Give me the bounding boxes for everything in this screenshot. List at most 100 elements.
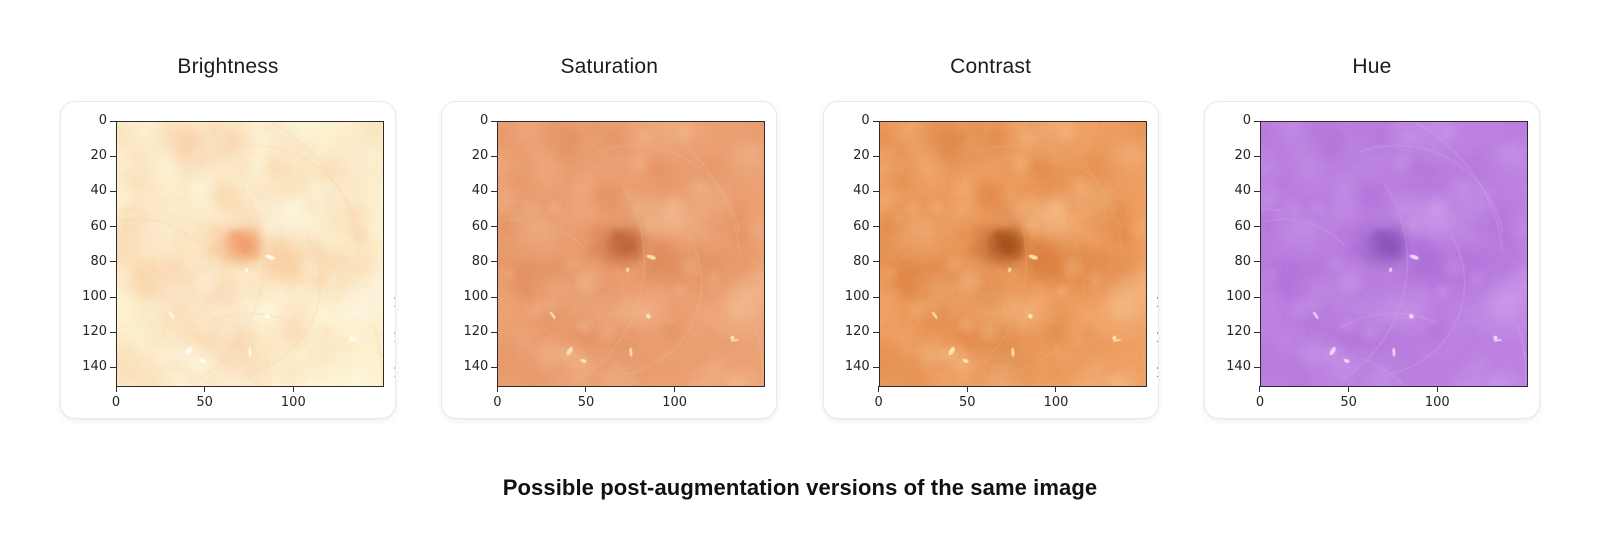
y-tick-mark — [1253, 226, 1260, 228]
plot-frame — [878, 121, 1147, 387]
y-tick-label: 0 — [1242, 113, 1251, 128]
figure-caption: Possible post-augmentation versions of t… — [502, 475, 1098, 500]
y-tick-mark — [1253, 190, 1260, 192]
y-tick-label: 120 — [82, 324, 107, 340]
y-tick-mark — [491, 120, 498, 122]
y-tick-label: 120 — [463, 324, 489, 340]
x-tick-label: 50 — [959, 395, 976, 410]
y-tick-mark — [110, 296, 116, 298]
y-tick-mark — [1253, 331, 1260, 333]
clipped-neighbor-tick: 1 — [1156, 331, 1158, 347]
y-tick-label: 140 — [844, 359, 870, 375]
plot-card-contrast: 0 20 40 60 80 100 120 140 0 50 100 1 1 1 — [822, 101, 1159, 419]
y-tick-label: 120 — [844, 324, 870, 340]
x-tick-mark — [1348, 386, 1350, 392]
clipped-neighbor-tick: 1 — [393, 296, 395, 312]
plot-card-hue: 0 20 40 60 80 100 120 140 0 50 100 — [1203, 101, 1540, 419]
y-tick-label: 40 — [90, 183, 107, 199]
y-tick-label: 20 — [90, 148, 107, 164]
panel-title-hue: Hue — [1352, 55, 1392, 78]
y-tick-mark — [872, 366, 879, 368]
y-tick-mark — [1253, 261, 1260, 263]
x-tick-mark — [204, 386, 206, 392]
x-tick-mark — [674, 386, 676, 392]
panel-contrast: Contrast 0 20 40 60 80 100 120 140 0 50 100 1 1 1 — [822, 54, 1159, 419]
panel-title-contrast: Contrast — [950, 55, 1032, 78]
y-tick-label: 0 — [861, 113, 870, 128]
y-tick-label: 120 — [1226, 324, 1251, 340]
y-tick-mark — [872, 261, 879, 263]
y-tick-mark — [491, 190, 498, 192]
x-tick-label: 50 — [1340, 395, 1357, 410]
y-tick-mark — [110, 120, 116, 122]
panel-brightness: Brightness 0 20 40 60 80 100 120 140 0 50 100 1 1 1 — [60, 54, 396, 419]
y-tick-mark — [1253, 155, 1260, 157]
lesion-image-canvas — [1260, 122, 1527, 386]
x-tick-label: 100 — [1043, 395, 1069, 410]
y-tick-label: 40 — [853, 183, 870, 199]
y-tick-mark — [110, 155, 116, 157]
y-tick-mark — [491, 296, 498, 298]
y-tick-mark — [872, 331, 879, 333]
y-tick-label: 140 — [82, 359, 107, 375]
y-tick-label: 20 — [853, 148, 870, 164]
plot-frame — [497, 121, 766, 387]
y-tick-mark — [491, 331, 498, 333]
lesion-image-canvas — [498, 122, 765, 386]
x-tick-mark — [292, 386, 294, 392]
panel-title-saturation: Saturation — [560, 55, 659, 78]
x-tick-label: 50 — [196, 395, 213, 410]
clipped-neighbor-tick: 1 — [1156, 366, 1158, 382]
y-tick-mark — [1253, 120, 1260, 122]
y-tick-label: 80 — [90, 253, 107, 269]
y-tick-mark — [110, 190, 116, 192]
x-tick-mark — [966, 386, 968, 392]
plot-card-brightness: 0 20 40 60 80 100 120 140 0 50 100 1 1 1 — [60, 101, 396, 419]
y-tick-label: 0 — [480, 113, 489, 128]
clipped-neighbor-tick: 1 — [393, 366, 395, 382]
y-tick-label: 100 — [1226, 289, 1251, 304]
y-tick-mark — [491, 366, 498, 368]
y-tick-label: 100 — [463, 289, 489, 304]
plot-frame — [116, 121, 384, 387]
y-tick-label: 140 — [1226, 359, 1251, 375]
x-tick-mark — [496, 386, 498, 392]
x-tick-mark — [1436, 386, 1438, 392]
panel-saturation: Saturation 0 20 40 60 80 100 120 140 0 50 100 — [441, 54, 778, 419]
x-tick-label: 100 — [280, 395, 306, 410]
y-tick-label: 80 — [1234, 253, 1251, 269]
plot-card-saturation: 0 20 40 60 80 100 120 140 0 50 100 — [441, 101, 778, 419]
y-tick-mark — [872, 155, 879, 157]
x-tick-label: 100 — [1424, 395, 1450, 410]
x-tick-label: 100 — [662, 395, 688, 410]
x-tick-label: 0 — [111, 395, 121, 410]
y-tick-label: 140 — [463, 359, 489, 375]
y-tick-label: 0 — [98, 113, 107, 128]
augmentation-panels-row: Brightness 020406080100120140050100111 S… — [60, 54, 1540, 419]
x-tick-mark — [1055, 386, 1057, 392]
y-tick-mark — [872, 120, 879, 122]
panel-title-brightness: Brightness — [177, 55, 279, 78]
y-tick-mark — [110, 331, 116, 333]
y-tick-mark — [872, 296, 879, 298]
x-tick-mark — [1259, 386, 1261, 392]
panel-hue: Hue 0 20 40 60 80 100 120 140 0 50 100 — [1203, 54, 1540, 419]
lesion-image-canvas — [879, 122, 1146, 386]
y-tick-mark — [110, 366, 116, 368]
x-tick-label: 0 — [874, 395, 883, 410]
y-tick-label: 80 — [471, 253, 489, 269]
y-tick-label: 60 — [1234, 218, 1251, 234]
y-tick-mark — [491, 261, 498, 263]
x-tick-mark — [585, 386, 587, 392]
y-tick-label: 100 — [82, 289, 107, 304]
y-tick-mark — [110, 226, 116, 228]
clipped-neighbor-tick: 1 — [1156, 296, 1158, 312]
y-tick-mark — [491, 226, 498, 228]
x-tick-label: 0 — [1255, 395, 1265, 410]
y-tick-label: 20 — [1234, 148, 1251, 164]
y-tick-label: 60 — [90, 218, 107, 234]
y-tick-label: 60 — [853, 218, 870, 234]
x-tick-label: 0 — [493, 395, 502, 410]
y-tick-label: 20 — [471, 148, 489, 164]
